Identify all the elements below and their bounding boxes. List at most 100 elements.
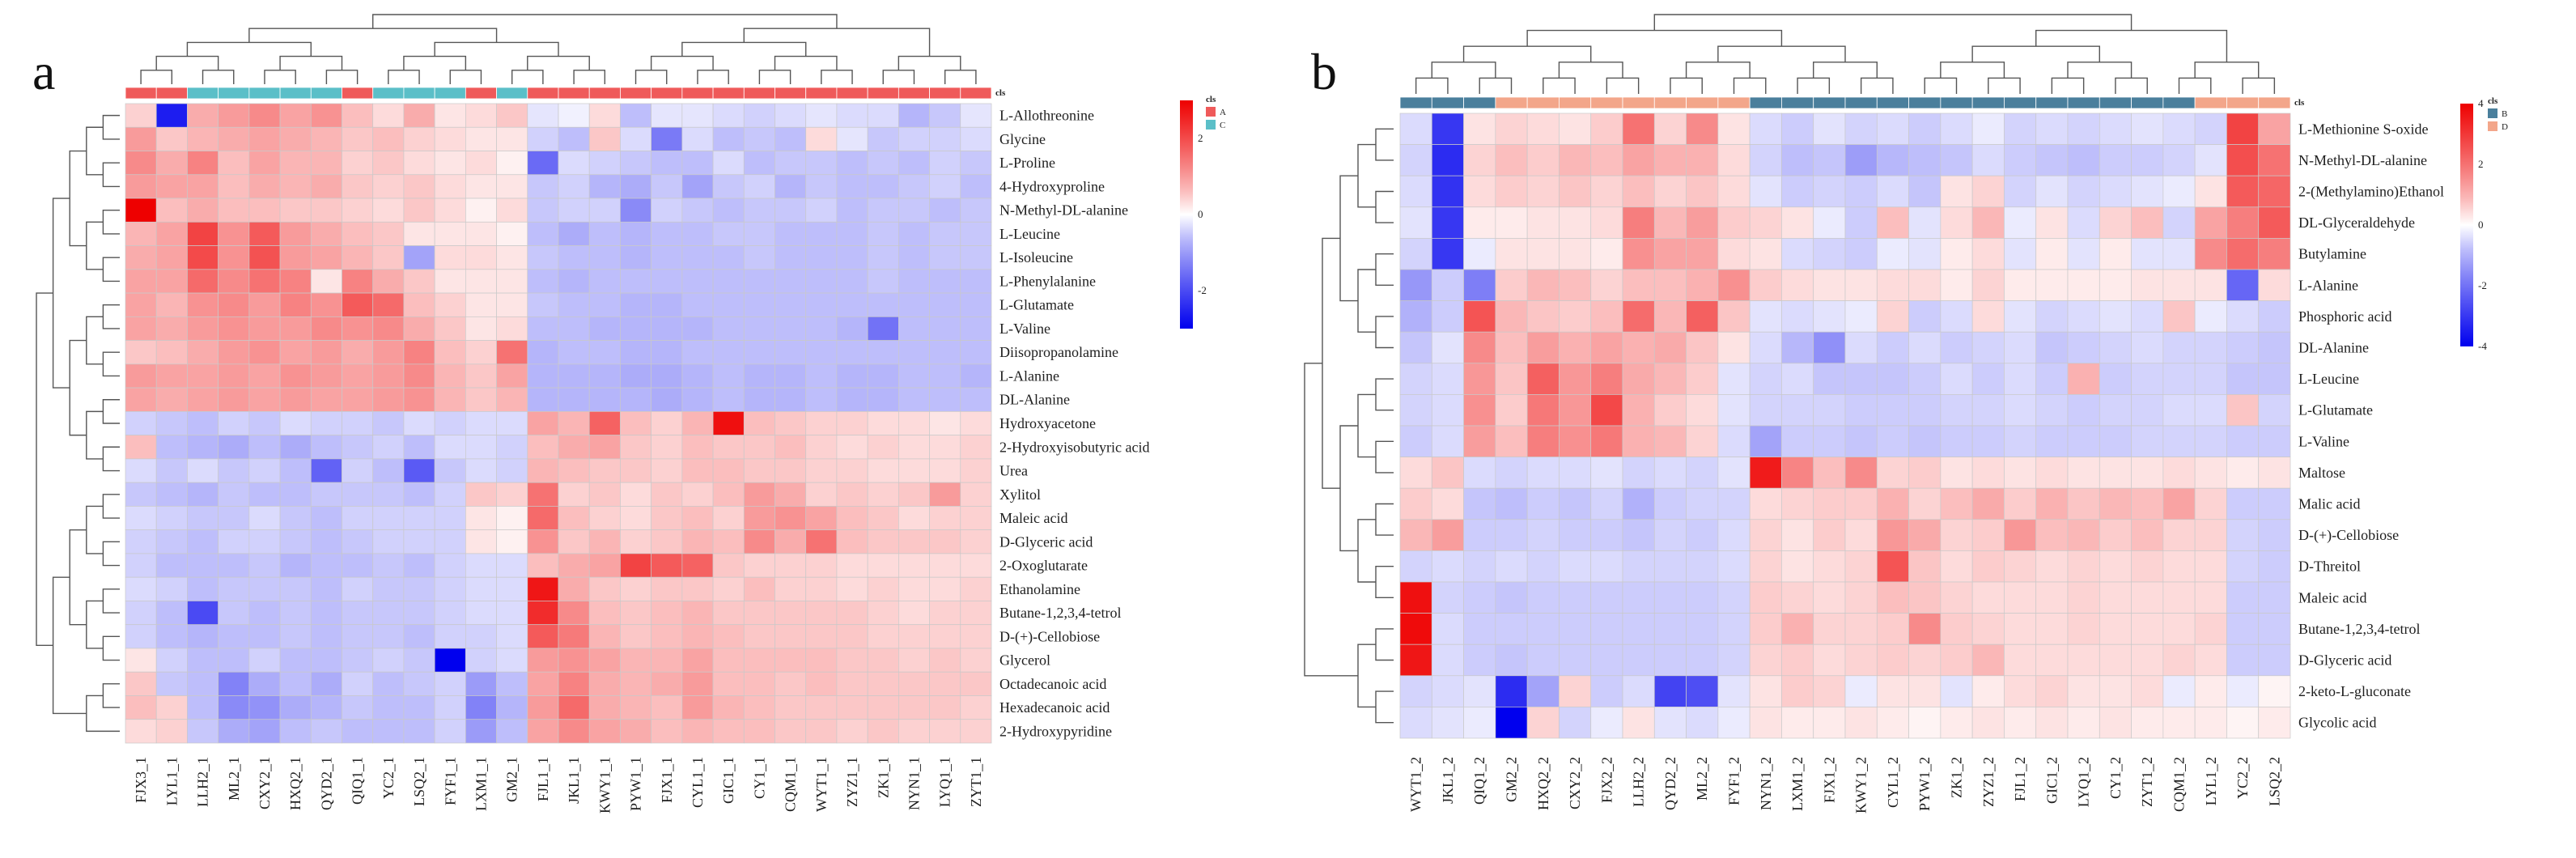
heatmap-cell xyxy=(620,435,651,460)
heatmap-cell xyxy=(681,601,714,626)
column-dendrogram-branch xyxy=(944,70,977,84)
heatmap-cell xyxy=(155,576,188,601)
heatmap-cell xyxy=(651,269,683,294)
column-dendrogram-branch xyxy=(449,70,482,84)
column-label: LYL1_2 xyxy=(2203,757,2219,805)
heatmap-cell xyxy=(1908,363,1942,395)
heatmap-cell xyxy=(898,174,930,199)
heatmap-cell xyxy=(1463,363,1496,395)
cls-annotation-bar xyxy=(1399,96,2291,109)
heatmap-cell xyxy=(1526,238,1560,270)
heatmap-cell xyxy=(2004,457,2037,489)
panel-letter: a xyxy=(32,43,55,100)
row-label: Butylamine xyxy=(2298,246,2366,262)
heatmap-cell xyxy=(960,482,992,507)
heatmap-cell xyxy=(805,553,838,578)
heatmap-cell xyxy=(248,126,281,151)
heatmap-cell xyxy=(1876,394,1909,427)
heatmap-cell xyxy=(1813,425,1846,457)
annotation-cell xyxy=(588,87,621,100)
heatmap-cell xyxy=(2258,269,2291,301)
annotation-cell xyxy=(681,87,714,100)
row-dendrogram-branch xyxy=(1357,393,1376,458)
heatmap-cell xyxy=(681,411,714,435)
heatmap-cell xyxy=(898,269,930,294)
heatmap-cell xyxy=(2258,457,2291,489)
heatmap-cell xyxy=(2258,644,2291,677)
heatmap-cell xyxy=(434,435,466,460)
heatmap-cell xyxy=(1399,363,1432,395)
column-dendrogram-branch xyxy=(774,55,838,70)
heatmap-cell xyxy=(342,198,374,223)
heatmap-cell xyxy=(496,553,528,578)
heatmap-cell xyxy=(929,648,961,673)
heatmap-cell xyxy=(279,624,312,649)
heatmap-cell xyxy=(187,269,219,294)
row-dendrogram-branch xyxy=(102,446,120,472)
heatmap-cell xyxy=(1559,613,1592,645)
heatmap-cell xyxy=(1495,300,1528,333)
heatmap-cell xyxy=(1495,519,1528,551)
heatmap-cell xyxy=(218,624,250,649)
heatmap-cell xyxy=(588,411,621,435)
heatmap-cell xyxy=(1717,550,1751,583)
heatmap-cell xyxy=(2004,487,2037,520)
heatmap-cell xyxy=(125,292,157,317)
heatmap-cell xyxy=(527,482,559,507)
column-dendrogram-branch xyxy=(248,28,498,43)
heatmap-cell xyxy=(1622,113,1655,145)
heatmap-cell xyxy=(1622,707,1655,739)
heatmap-cell xyxy=(2131,300,2164,333)
annotation-cell xyxy=(1431,96,1464,109)
heatmap-cell xyxy=(1940,113,1973,145)
heatmap-cell xyxy=(1717,613,1751,645)
heatmap-cell xyxy=(434,506,466,531)
heatmap-cell xyxy=(1590,644,1623,677)
heatmap-cell xyxy=(434,671,466,696)
heatmap-cell xyxy=(836,506,868,531)
heatmap-cell xyxy=(960,103,992,128)
row-dendrogram xyxy=(1304,128,1394,724)
heatmap-cell xyxy=(1463,707,1496,739)
color-scale-legend: 20-2 xyxy=(1180,100,1207,329)
column-label: LXM1_2 xyxy=(1789,757,1806,811)
heatmap-cell xyxy=(2226,550,2260,583)
heatmap-cell xyxy=(2162,363,2196,395)
heatmap-cell xyxy=(1431,238,1464,270)
heatmap-cell xyxy=(125,553,157,578)
heatmap-cell xyxy=(836,363,868,389)
heatmap-cell xyxy=(743,269,775,294)
heatmap-cell xyxy=(712,458,745,483)
heatmap-cell xyxy=(1717,113,1751,145)
heatmap-cell xyxy=(743,624,775,649)
heatmap-cell xyxy=(2226,457,2260,489)
heatmap-cell xyxy=(651,316,683,341)
heatmap-cell xyxy=(527,198,559,223)
heatmap-cell xyxy=(743,576,775,601)
color-scale-tick: 2 xyxy=(2478,158,2484,170)
heatmap-cell xyxy=(465,363,497,389)
heatmap-cell xyxy=(1399,238,1432,270)
heatmap-cell xyxy=(1908,519,1942,551)
annotation-cell xyxy=(1749,96,1782,109)
heatmap-cell xyxy=(712,174,745,199)
heatmap-cell xyxy=(805,435,838,460)
heatmap-cell xyxy=(527,671,559,696)
column-label: GIC1_1 xyxy=(720,757,736,804)
heatmap-cell xyxy=(1876,487,1909,520)
heatmap-cell xyxy=(527,553,559,578)
heatmap-cell xyxy=(1653,550,1687,583)
cls-legend-swatch xyxy=(1206,107,1216,117)
heatmap-cell xyxy=(712,151,745,176)
heatmap-cell xyxy=(1717,175,1751,208)
heatmap-cell xyxy=(187,363,219,389)
heatmap-cell xyxy=(2004,581,2037,614)
heatmap-cell xyxy=(805,292,838,317)
column-dendrogram-branch xyxy=(1462,45,1592,62)
heatmap-cell xyxy=(155,624,188,649)
heatmap-cell xyxy=(898,221,930,246)
row-label: Urea xyxy=(999,463,1028,479)
heatmap-cell xyxy=(1653,175,1687,208)
heatmap-cell xyxy=(743,601,775,626)
heatmap-cell xyxy=(2194,269,2227,301)
